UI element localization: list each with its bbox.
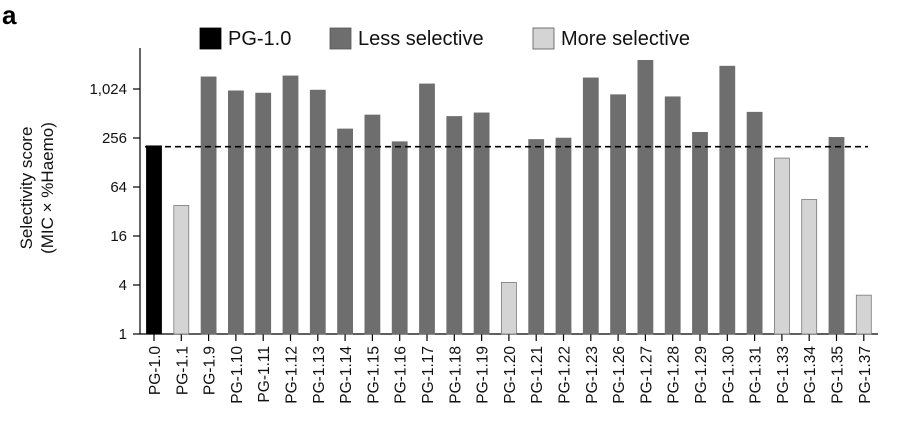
legend-label-reference: PG-1.0	[228, 28, 291, 50]
y-tick-label: 4	[119, 277, 127, 294]
x-tick-label: PG-1.29	[693, 346, 710, 404]
bar-PG-1.29	[692, 131, 708, 335]
legend: PG-1.0 Less selective More selective	[199, 27, 690, 50]
legend-swatch-less	[329, 27, 352, 50]
bar-PG-1.35	[828, 137, 845, 335]
x-tick-label: PG-1.1	[174, 346, 191, 395]
x-tick-label: PG-1.20	[502, 346, 519, 404]
x-tick-label: PG-1.28	[666, 346, 683, 404]
bar-PG-1.17	[419, 83, 435, 335]
legend-label-less: Less selective	[358, 28, 484, 50]
bar-PG-1.20	[500, 282, 517, 335]
bar-PG-1.14	[337, 128, 354, 335]
x-tick-label: PG-1.13	[311, 346, 328, 404]
x-tick-label: PG-1.19	[475, 346, 492, 404]
x-tick-label: PG-1.34	[802, 346, 819, 404]
bar-PG-1.12	[282, 75, 299, 335]
x-tick-label: PG-1.30	[720, 346, 737, 404]
x-tick-label: PG-1.9	[202, 346, 219, 395]
legend-label-more: More selective	[561, 28, 690, 50]
bar-PG-1.34	[801, 199, 818, 335]
bar-PG-1.30	[719, 65, 736, 335]
y-tick-label: 16	[110, 228, 127, 245]
x-tick-label: PG-1.14	[338, 346, 355, 404]
y-tick-label: 1,024	[89, 81, 127, 98]
bar-PG-1.23	[582, 77, 599, 335]
bar-PG-1.21	[528, 139, 545, 335]
bar-PG-1.26	[610, 94, 626, 335]
bar-PG-1.37	[855, 294, 872, 335]
panel-label: a	[2, 0, 17, 30]
bar-PG-1.27	[637, 59, 654, 335]
bar-PG-1.33	[774, 157, 790, 335]
bar-PG-1.0	[146, 145, 162, 335]
bar-PG-1.10	[227, 90, 244, 335]
x-tick-label: PG-1.27	[638, 346, 655, 404]
bar-PG-1.28	[664, 96, 681, 335]
x-tick-label: PG-1.22	[557, 346, 574, 404]
bar-PG-1.16	[391, 141, 408, 335]
bar-PG-1.19	[473, 112, 490, 335]
x-tick-label: PG-1.35	[830, 346, 847, 404]
x-tick-label: PG-1.15	[365, 346, 382, 404]
x-tick-label: PG-1.17	[420, 346, 437, 404]
bar-PG-1.15	[364, 114, 381, 335]
x-tick-label: PG-1.23	[584, 346, 601, 404]
legend-swatch-more	[532, 27, 555, 50]
x-tick-label: PG-1.0	[147, 346, 164, 395]
y-axis-label-line2: (MIC × %Haemo)	[38, 122, 57, 254]
bar-PG-1.9	[200, 76, 217, 335]
bar-PG-1.1	[173, 205, 190, 335]
x-tick-label: PG-1.11	[256, 346, 273, 403]
x-tick-label: PG-1.10	[229, 346, 246, 404]
x-tick-label: PG-1.16	[393, 346, 410, 404]
x-tick-label: PG-1.37	[857, 346, 874, 404]
bars	[146, 59, 872, 335]
y-tick-label: 256	[102, 130, 127, 147]
x-tick-label: PG-1.18	[447, 346, 464, 404]
legend-swatch-reference	[199, 27, 222, 50]
y-tick-label: 1	[119, 326, 127, 343]
y-tick-label: 64	[110, 179, 127, 196]
x-tick-label: PG-1.33	[775, 346, 792, 404]
x-tick-label: PG-1.21	[529, 346, 546, 404]
bar-PG-1.22	[555, 137, 572, 335]
y-axis-label-line1: Selectivity score	[17, 127, 36, 250]
x-tick-label: PG-1.31	[748, 346, 765, 404]
x-tick-label: PG-1.26	[611, 346, 628, 404]
bar-PG-1.31	[746, 111, 763, 335]
y-axis-label: Selectivity score (MIC × %Haemo)	[17, 122, 57, 254]
bar-PG-1.18	[446, 116, 463, 335]
y-axis: 1 4 16 64 256 1,024	[89, 48, 141, 343]
x-axis: PG-1.0 PG-1.1 PG-1.9 PG-1.10 PG-1.11 PG-1.12 P…	[140, 333, 878, 404]
x-tick-label: PG-1.12	[284, 346, 301, 404]
bar-PG-1.11	[255, 92, 272, 335]
bar-PG-1.13	[309, 89, 326, 335]
